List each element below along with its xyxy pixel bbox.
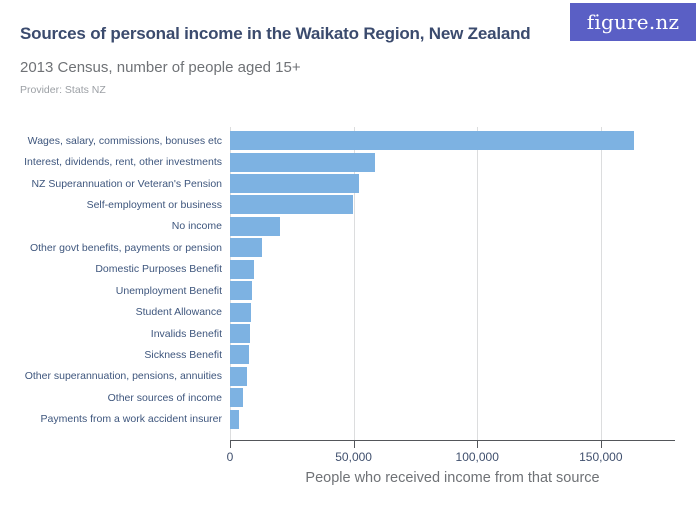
tick-mark: [477, 441, 479, 448]
plot-area: [230, 127, 675, 440]
bar: [230, 324, 250, 343]
category-label: Self-employment or business: [86, 198, 222, 211]
bar: [230, 345, 249, 365]
gridline: [353, 127, 355, 440]
x-axis: 0 50,000 100,000 150,000: [227, 440, 675, 464]
bar-row: [230, 237, 675, 258]
bar: [230, 388, 243, 408]
bar: [230, 238, 263, 258]
category-label: Invalids Benefit: [150, 327, 222, 340]
bar-row: [230, 130, 675, 151]
figurenz-logo[interactable]: figure.nz: [570, 3, 696, 41]
bar: [230, 131, 635, 151]
figurenz-logo-text: figure.nz: [586, 10, 680, 34]
bar-row: [230, 216, 675, 237]
tick-mark: [230, 441, 231, 448]
category-label: NZ Superannuation or Veteran's Pension: [31, 177, 222, 190]
bar-row: [230, 280, 675, 301]
provider-credit: Provider: Stats NZ: [20, 84, 106, 96]
category-label: Other superannuation, pensions, annuitie…: [24, 370, 222, 383]
bar: [230, 216, 280, 236]
bar: [230, 174, 360, 194]
bar: [230, 259, 254, 279]
tick-label: 100,000: [455, 450, 499, 464]
category-label: Wages, salary, commissions, bonuses etc: [27, 134, 222, 147]
category-label: Other govt benefits, payments or pension: [29, 241, 222, 254]
bar-row: [230, 323, 675, 344]
category-label: Domestic Purposes Benefit: [95, 263, 222, 276]
category-label: Other sources of income: [107, 391, 222, 404]
bar: [230, 195, 353, 215]
bar-row: [230, 173, 675, 194]
category-label: Payments from a work accident insurer: [40, 413, 222, 426]
bar-row: [230, 301, 675, 322]
bar-row: [230, 194, 675, 215]
bar-row: [230, 408, 675, 429]
chart-title: Sources of personal income in the Waikat…: [20, 24, 531, 43]
gridline: [600, 127, 602, 440]
chart-subtitle: 2013 Census, number of people aged 15+: [20, 59, 301, 76]
category-label: Student Allowance: [135, 306, 222, 319]
bar: [230, 366, 247, 386]
bar-row: [230, 387, 675, 408]
tick-mark: [600, 441, 602, 448]
bar: [230, 409, 239, 429]
bar: [230, 152, 375, 172]
bar-series: [230, 130, 675, 430]
bar: [230, 302, 251, 322]
category-label: Sickness Benefit: [144, 348, 222, 361]
tick-mark: [353, 441, 355, 448]
bar-row: [230, 344, 675, 365]
category-labels: Wages, salary, commissions, bonuses etc I…: [0, 130, 222, 430]
bar-row: [230, 151, 675, 172]
category-label: Unemployment Benefit: [115, 284, 222, 297]
bar-row: [230, 259, 675, 280]
tick-label: 0: [226, 450, 234, 464]
gridline: [477, 127, 479, 440]
bar-row: [230, 366, 675, 387]
category-label: No income: [171, 220, 222, 233]
bar: [230, 281, 252, 301]
tick-label: 150,000: [579, 450, 623, 464]
x-axis-title: People who received income from that sou…: [305, 470, 600, 486]
category-label: Interest, dividends, rent, other investm…: [24, 156, 222, 169]
tick-label: 50,000: [335, 450, 372, 464]
